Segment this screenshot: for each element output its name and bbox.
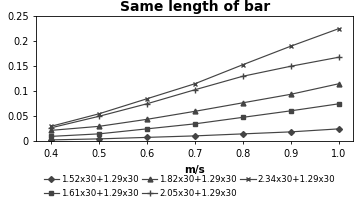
- 1.82x30+1.29x30: [289, 93, 293, 96]
- 1.52x30+1.29x30: [336, 128, 341, 130]
- 2.34x30+1.29x30: [145, 98, 149, 100]
- 1.82x30+1.29x30: [336, 83, 341, 85]
- 1.82x30+1.29x30: [193, 110, 197, 113]
- 1.61x30+1.29x30: [49, 135, 53, 138]
- 1.82x30+1.29x30: [145, 118, 149, 121]
- 1.52x30+1.29x30: [193, 135, 197, 137]
- 2.05x30+1.29x30: [96, 115, 101, 118]
- Title: Same length of bar: Same length of bar: [120, 0, 270, 14]
- 1.52x30+1.29x30: [145, 136, 149, 139]
- Legend: 1.52x30+1.29x30, 1.61x30+1.29x30, 1.82x30+1.29x30, 2.05x30+1.29x30, 2.34x30+1.29: 1.52x30+1.29x30, 1.61x30+1.29x30, 1.82x3…: [44, 175, 335, 198]
- 2.05x30+1.29x30: [145, 103, 149, 105]
- 2.05x30+1.29x30: [241, 75, 245, 78]
- 1.52x30+1.29x30: [96, 138, 101, 140]
- X-axis label: m/s: m/s: [184, 165, 205, 175]
- Line: 1.52x30+1.29x30: 1.52x30+1.29x30: [49, 127, 341, 142]
- 1.82x30+1.29x30: [241, 102, 245, 104]
- 1.61x30+1.29x30: [289, 110, 293, 112]
- 2.34x30+1.29x30: [96, 113, 101, 115]
- 1.52x30+1.29x30: [241, 133, 245, 135]
- 2.34x30+1.29x30: [49, 125, 53, 128]
- 2.05x30+1.29x30: [193, 89, 197, 91]
- Line: 2.34x30+1.29x30: 2.34x30+1.29x30: [48, 26, 341, 129]
- 1.61x30+1.29x30: [145, 128, 149, 130]
- 1.61x30+1.29x30: [193, 123, 197, 125]
- 2.34x30+1.29x30: [193, 83, 197, 85]
- Line: 2.05x30+1.29x30: 2.05x30+1.29x30: [48, 55, 341, 131]
- 2.34x30+1.29x30: [241, 64, 245, 66]
- 1.82x30+1.29x30: [96, 125, 101, 128]
- Line: 1.61x30+1.29x30: 1.61x30+1.29x30: [49, 102, 341, 139]
- 2.05x30+1.29x30: [336, 56, 341, 58]
- 2.05x30+1.29x30: [289, 65, 293, 67]
- 1.61x30+1.29x30: [241, 116, 245, 119]
- 1.61x30+1.29x30: [96, 133, 101, 135]
- 2.34x30+1.29x30: [289, 45, 293, 47]
- 2.34x30+1.29x30: [336, 27, 341, 30]
- 1.82x30+1.29x30: [49, 129, 53, 132]
- 1.61x30+1.29x30: [336, 103, 341, 105]
- Y-axis label: Mz: Mz: [0, 70, 1, 87]
- 2.05x30+1.29x30: [49, 127, 53, 129]
- Line: 1.82x30+1.29x30: 1.82x30+1.29x30: [48, 81, 341, 133]
- 1.52x30+1.29x30: [49, 139, 53, 141]
- 1.52x30+1.29x30: [289, 131, 293, 133]
